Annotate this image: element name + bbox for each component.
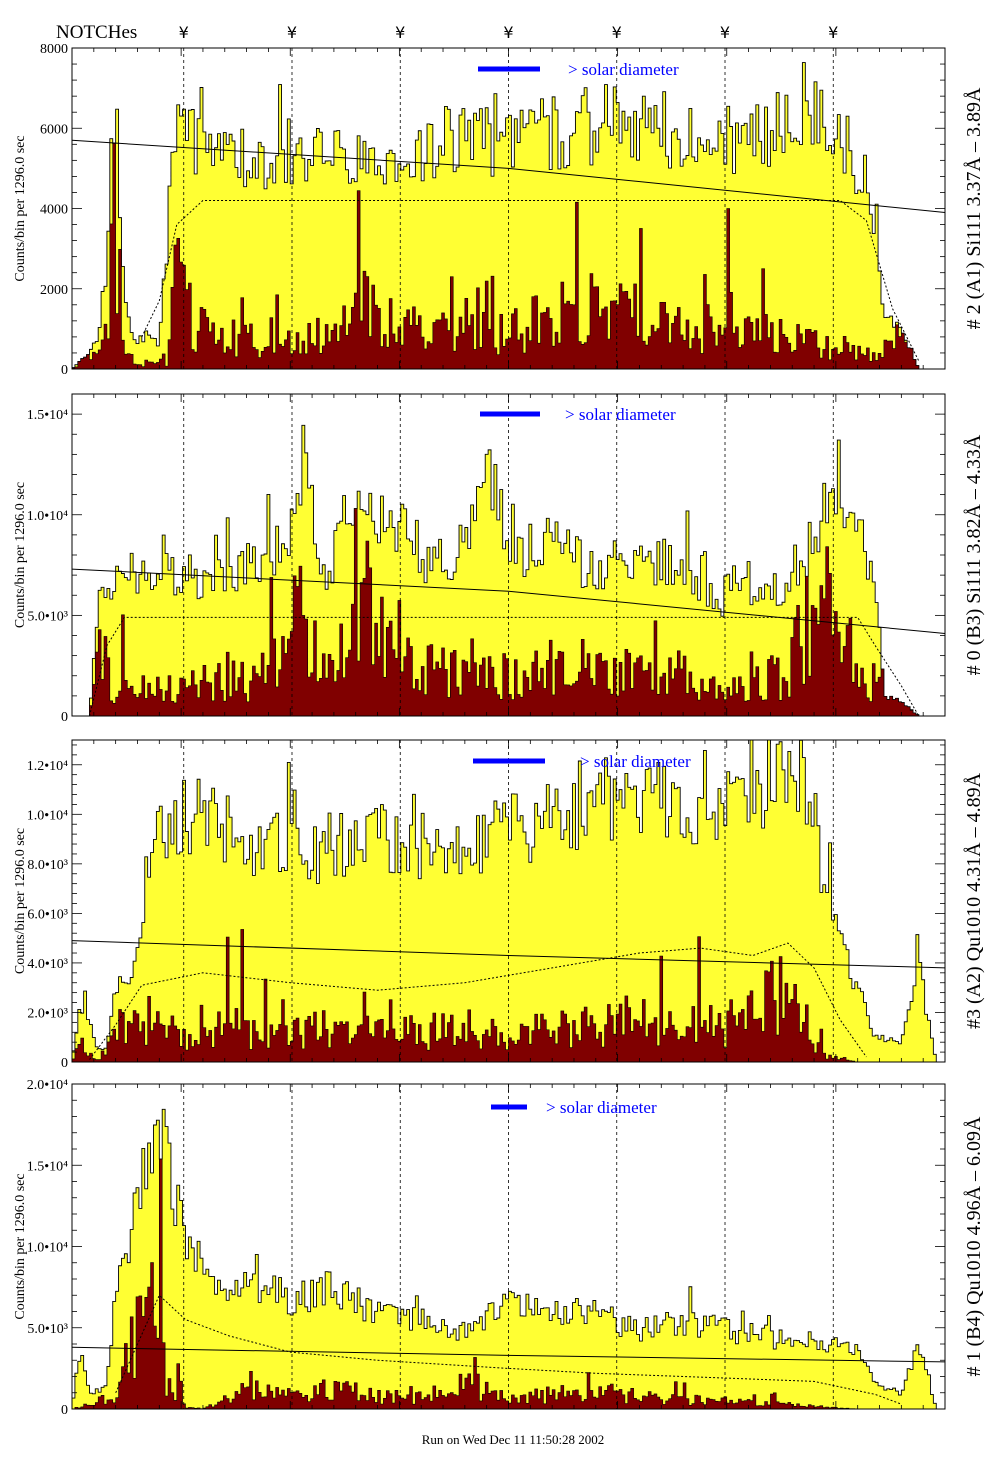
subset-counts-histogram [71, 1158, 945, 1410]
solid-fit-line [71, 568, 946, 634]
dashed-fit-line [89, 616, 920, 717]
legend-label: > solar diameter [568, 60, 679, 79]
total-counts-histogram [71, 1108, 945, 1410]
subset-counts-histogram [71, 143, 945, 370]
notch-marker-2: ¥ [287, 23, 297, 42]
y-tick-label: 0 [61, 363, 68, 378]
notch-marker-3: ¥ [395, 23, 405, 42]
y-axis-label: Counts/bin per 1296.0 sec [13, 1173, 28, 1319]
notch-marker-7: ¥ [828, 23, 838, 42]
panel-4: 0 5.0•10³ 1.0•10⁴ 1.5•10⁴ 2.0•10⁴ Counts/bin … [13, 1078, 985, 1418]
y-tick-label: 2000 [40, 283, 68, 298]
notch-marker-4: ¥ [503, 23, 513, 42]
solid-fit-line [71, 940, 946, 969]
panel-label: # 2 (A1) Si111 3.37Å – 3.89Å [963, 87, 985, 329]
y-tick-label: 6000 [40, 122, 68, 137]
dashed-fit-line [141, 200, 920, 362]
subset-counts-histogram [71, 929, 945, 1063]
legend-label: > solar diameter [580, 752, 691, 771]
y-tick-label: 1.5•10⁴ [27, 408, 68, 423]
y-tick-label: 5.0•10³ [27, 609, 68, 624]
panel-1: 0 2000 4000 6000 8000 Counts/bin per 1296.0 s… [13, 42, 985, 378]
y-tick-label: 1.0•10⁴ [27, 1241, 68, 1256]
solid-fit-line [71, 1346, 946, 1363]
y-tick-label: 2.0•10³ [27, 1006, 68, 1021]
panel-label: # 0 (B3) Si111 3.82Å – 4.33Å [963, 434, 985, 675]
legend-label: > solar diameter [565, 405, 676, 424]
panel-3: 0 2.0•10³ 4.0•10³ 6.0•10³ 8.0•10³ 1.0•10⁴ 1.2•… [13, 739, 985, 1071]
y-tick-label: 1.0•10⁴ [27, 509, 68, 524]
subset-counts-histogram [72, 508, 945, 717]
notches-label: NOTCHes [56, 22, 137, 43]
y-axis-label: Counts/bin per 1296.0 sec [13, 828, 28, 974]
y-tick-label: 8000 [40, 42, 68, 57]
notch-markers: ¥ ¥ ¥ ¥ ¥ ¥ ¥ [179, 23, 839, 42]
y-tick-label: 2.0•10⁴ [27, 1078, 68, 1093]
run-footer: Run on Wed Dec 11 11:50:28 2002 [422, 1432, 605, 1447]
solid-fit-line [71, 139, 946, 213]
y-tick-label: 5.0•10³ [27, 1322, 68, 1337]
y-tick-label: 0 [61, 1056, 68, 1071]
panel-label: # 1 (B4) Qu1010 4.96Å – 6.09Å [963, 1116, 985, 1377]
y-tick-label: 0 [61, 1403, 68, 1418]
dashed-fit-line [115, 1294, 902, 1405]
total-counts-histogram [71, 739, 945, 1063]
y-axis-label: Counts/bin per 1296.0 sec [13, 482, 28, 628]
y-tick-label: 6.0•10³ [27, 907, 68, 922]
panels: 0 2000 4000 6000 8000 Counts/bin per 1296.0 s… [13, 42, 985, 1418]
panel-label: #3 (A2) Qu1010 4.31Å – 4.89Å [963, 772, 985, 1029]
notch-marker-6: ¥ [720, 23, 730, 42]
y-tick-label: 1.5•10⁴ [27, 1159, 68, 1174]
notch-marker-5: ¥ [612, 23, 622, 42]
y-tick-label: 1.2•10⁴ [27, 759, 68, 774]
y-tick-label: 8.0•10³ [27, 858, 68, 873]
y-tick-label: 1.0•10⁴ [27, 808, 68, 823]
notch-marker-1: ¥ [179, 23, 189, 42]
y-axis-label: Counts/bin per 1296.0 sec [13, 135, 28, 281]
legend-label: > solar diameter [546, 1098, 657, 1117]
y-tick-label: 0 [61, 710, 68, 725]
y-tick-label: 4.0•10³ [27, 957, 68, 972]
dashed-fit-line [89, 942, 867, 1060]
panel-2: 0 5.0•10³ 1.0•10⁴ 1.5•10⁴ Counts/bin per 129… [13, 393, 985, 725]
y-tick-label: 4000 [40, 203, 68, 218]
